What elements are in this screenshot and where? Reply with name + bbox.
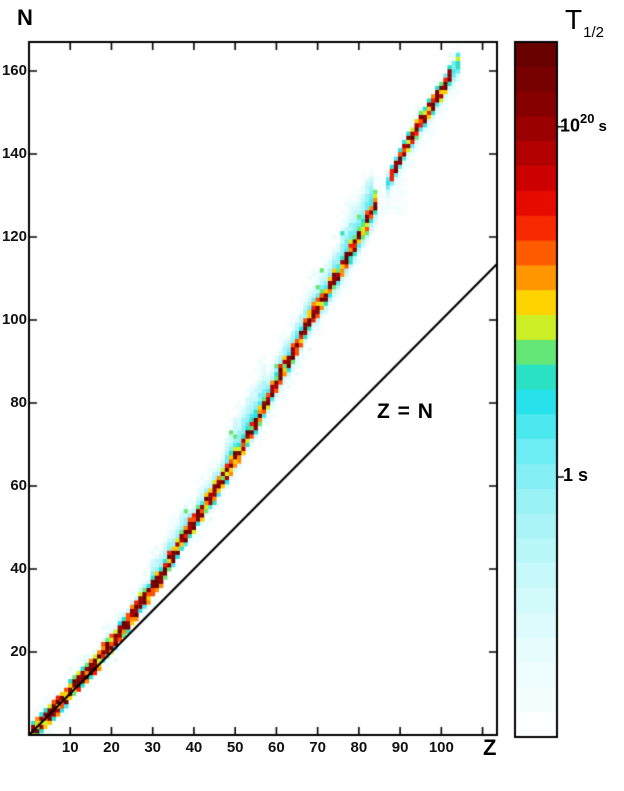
colorbar-tick-top-unit: s	[598, 118, 607, 136]
x-tick-label: 60	[268, 739, 285, 756]
colorbar-title: T1/2	[565, 4, 604, 41]
colorbar-tick-top-exponent: 20	[580, 111, 595, 126]
x-tick-label: 50	[226, 739, 244, 756]
x-tick-label: 100	[428, 739, 454, 756]
x-tick-label: 20	[103, 739, 120, 756]
colorbar-tick-label-top: 1020 s	[560, 111, 607, 136]
x-tick-label: 70	[309, 739, 326, 756]
y-tick-label: 40	[10, 560, 27, 577]
y-tick-label: 140	[1, 145, 27, 163]
y-tick-label: 80	[10, 394, 27, 412]
x-tick-label: 40	[185, 739, 203, 756]
x-tick-label: 80	[350, 739, 368, 756]
y-tick-label: 20	[10, 643, 27, 660]
diagonal-line-label: Z = N	[377, 400, 434, 423]
colorbar-tick-top-base: 10	[560, 115, 581, 136]
y-tick-label: 120	[1, 228, 27, 246]
y-tick-label: 60	[10, 477, 27, 495]
x-tick-label: 30	[144, 739, 162, 756]
colorbar-tick-label-bottom: 1 s	[563, 465, 589, 485]
colorbar-title-subscript: 1/2	[583, 24, 604, 42]
y-axis-label: N	[17, 5, 33, 30]
colorbar-title-symbol: T	[565, 4, 583, 35]
y-tick-label: 100	[1, 311, 27, 329]
x-tick-label: 90	[391, 739, 409, 756]
x-axis-label: Z	[483, 735, 497, 760]
x-tick-label: 10	[61, 739, 79, 756]
y-tick-label: 160	[1, 62, 27, 80]
